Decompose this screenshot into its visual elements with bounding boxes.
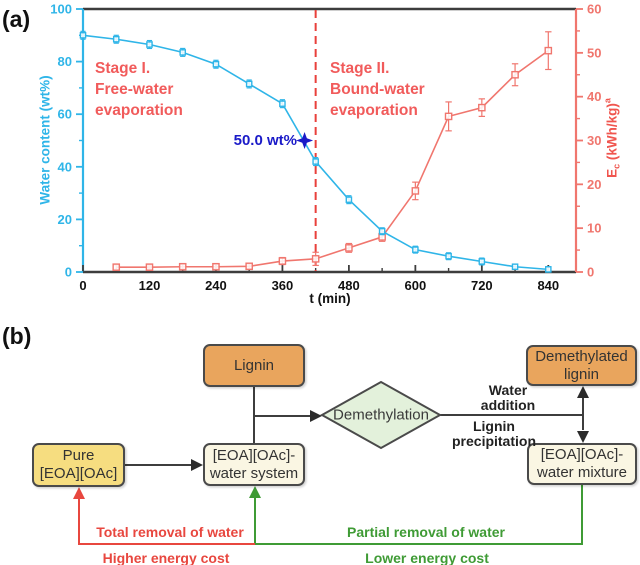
lignin-precipitation-label: Lignin precipitation (452, 419, 536, 449)
stage1-line2: Free-water (95, 81, 174, 98)
stage2-line1: Stage II. (330, 60, 390, 77)
black-connectors (125, 387, 584, 466)
higher-energy-cost-label: Higher energy cost (102, 550, 230, 565)
svg-text:30: 30 (587, 133, 601, 148)
pure-il-line2: [EOA][OAc] (39, 465, 118, 482)
svg-text:720: 720 (471, 278, 493, 293)
svg-text:0: 0 (79, 278, 86, 293)
arrowhead-into-diamond (310, 410, 322, 422)
panel-b-label: (b) (2, 323, 32, 349)
stage1-annotation: Stage I. Free-water evaporation (95, 58, 183, 121)
il-water-system-line1: [EOA][OAc]- (212, 446, 296, 464)
stage2-line2: Bound-water (330, 81, 425, 98)
svg-text:40: 40 (58, 159, 72, 174)
svg-text:60: 60 (587, 2, 601, 17)
svg-text:0: 0 (65, 265, 72, 280)
total-removal-label: Total removal of water (96, 524, 244, 540)
svg-text:480: 480 (338, 278, 360, 293)
svg-text:600: 600 (405, 278, 427, 293)
il-water-system-box: [EOA][OAc]- water system (203, 443, 305, 486)
svg-text:20: 20 (58, 212, 72, 227)
svg-text:60: 60 (58, 107, 72, 122)
green-return-path (254, 485, 583, 545)
stage2-annotation: Stage II. Bound-water evaporation (330, 58, 425, 121)
svg-text:840: 840 (537, 278, 559, 293)
demethylation-diamond (319, 380, 443, 450)
svg-text:40: 40 (587, 89, 601, 104)
partial-removal-label: Partial removal of water (347, 524, 505, 540)
svg-text:360: 360 (272, 278, 294, 293)
x-axis-title: t (min) (309, 291, 351, 306)
stage1-line3: evaporation (95, 102, 183, 119)
svg-text:20: 20 (587, 177, 601, 192)
lower-energy-cost-label: Lower energy cost (365, 550, 489, 565)
system-to-pure-line (78, 498, 255, 545)
demethylated-lignin-line1: Demethylated (535, 347, 628, 365)
il-water-system-line2: water system (209, 464, 299, 482)
pure-il-box: Pure [EOA][OAc] (32, 443, 125, 487)
svg-text:10: 10 (587, 221, 601, 236)
il-water-mixture-line2: water mixture (536, 464, 628, 481)
water-addition-label: Water addition (481, 383, 535, 413)
lignin-box: Lignin (203, 344, 305, 387)
svg-text:0: 0 (587, 265, 594, 280)
arrowhead-into-system (191, 459, 203, 471)
lignin-precipitation-line2: precipitation (451, 433, 537, 449)
svg-text:50: 50 (587, 45, 601, 60)
mixture-to-system-line (254, 485, 583, 545)
lignin-box-label: Lignin (233, 356, 275, 374)
red-return-path (78, 498, 255, 545)
arrowhead-up-deme-lignin (577, 386, 589, 398)
black-arrowheads (191, 386, 589, 471)
arrowhead-down-mixture (577, 431, 589, 443)
water-content-series (79, 30, 552, 273)
drying-curve-chart: 0 120 240 360 480 600 720 840 0 20 40 60 80 100 0 10 20 3… (50, 2, 601, 294)
svg-text:100: 100 (50, 2, 72, 17)
x-axis-ticks: 0 120 240 360 480 600 720 840 (79, 265, 559, 293)
energy-consumption-series (112, 31, 553, 271)
demethylation-label: Demethylation (333, 406, 429, 424)
stage2-line3: evaporation (330, 102, 418, 119)
arrowhead-red-up (73, 487, 85, 499)
left-axis-ticks: 0 20 40 60 80 100 (50, 2, 83, 280)
svg-text:80: 80 (58, 54, 72, 69)
water-addition-line2: addition (480, 397, 536, 413)
right-axis-ticks: 0 10 20 30 40 50 60 (576, 2, 601, 280)
svg-text:240: 240 (205, 278, 227, 293)
svg-text:120: 120 (139, 278, 161, 293)
threshold-50wt-label: 50.0 wt% (233, 132, 297, 149)
il-water-mixture-line1: [EOA][OAc]- (540, 446, 624, 463)
demethylated-lignin-line2: lignin (563, 365, 600, 383)
pure-il-line1: Pure (62, 447, 95, 464)
stage1-line1: Stage I. (95, 60, 151, 77)
panel-a-label: (a) (2, 6, 31, 32)
threshold-star-marker (296, 132, 314, 149)
il-water-mixture-box: [EOA][OAc]- water mixture (527, 443, 637, 485)
water-addition-line1: Water (488, 382, 528, 398)
arrowhead-green-up (249, 486, 261, 498)
demethylated-lignin-box: Demethylated lignin (526, 345, 637, 386)
lignin-precipitation-line1: Lignin (472, 418, 515, 434)
